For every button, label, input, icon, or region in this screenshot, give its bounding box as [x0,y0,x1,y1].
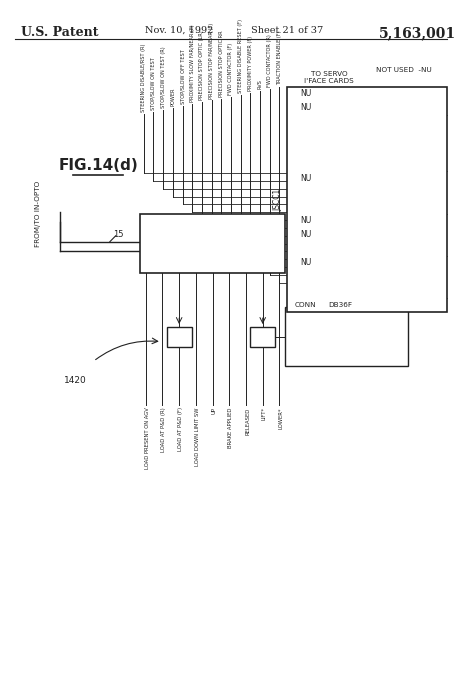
Text: PROXIMITY SLOW FAR/NEAR (F): PROXIMITY SLOW FAR/NEAR (F) [190,25,195,102]
Text: RELEASED: RELEASED [245,407,250,434]
Text: NU: NU [300,174,311,183]
Text: JSCC1: JSCC1 [273,189,283,211]
Text: CONN: CONN [198,233,228,242]
Bar [287,87,447,313]
Text: TO SERVO
I'FACE CARDS: TO SERVO I'FACE CARDS [304,71,354,84]
Text: 1420: 1420 [64,376,87,385]
Text: FROM/TO IN-OPTO: FROM/TO IN-OPTO [35,181,41,247]
Text: RVS: RVS [257,79,263,88]
Text: STEERING DISABLE RESET (F): STEERING DISABLE RESET (F) [238,19,243,93]
Text: NU: NU [300,104,311,112]
Bar [166,327,192,347]
Text: LIFT*: LIFT* [262,407,267,420]
Text: TRACTION ENABLE (F): TRACTION ENABLE (F) [277,31,282,85]
Text: Nov. 10, 1992: Nov. 10, 1992 [145,26,213,35]
Text: NU: NU [300,230,311,239]
Text: NU: NU [300,216,311,225]
Text: U28: U28 [256,339,269,344]
Bar [285,308,408,366]
Text: LOAD AT P&D (R): LOAD AT P&D (R) [162,407,166,452]
Text: PRECISION STOP OPTIC RR: PRECISION STOP OPTIC RR [219,30,224,97]
Text: FWD CONTACTOR (R): FWD CONTACTOR (R) [267,34,272,87]
Text: U28: U28 [173,339,185,344]
Text: LOAD DOWN LIMIT SW: LOAD DOWN LIMIT SW [195,407,200,466]
Text: DB25F: DB25F [196,247,229,256]
Text: NOT USED  -NU: NOT USED -NU [375,67,431,73]
Text: PRECISION STOP OPTIC (LR): PRECISION STOP OPTIC (LR) [200,31,204,100]
Text: STOP/SLOW ON TEST: STOP/SLOW ON TEST [151,58,156,110]
Text: NU: NU [300,89,311,98]
Text: STOP/SLOW OFF TEST: STOP/SLOW OFF TEST [180,49,185,104]
Text: CONN: CONN [295,302,317,308]
Text: FIG.14(d): FIG.14(d) [58,158,138,173]
Text: PROXIMITY POWER (F): PROXIMITY POWER (F) [248,35,253,90]
Text: U.S. Patent: U.S. Patent [21,26,98,39]
Text: STEERING DISABLE/RST (R): STEERING DISABLE/RST (R) [141,44,146,112]
Bar [140,214,285,273]
Text: LOAD PRESENT ON AGV: LOAD PRESENT ON AGV [145,407,150,469]
Text: FWD CONTACTOR (F): FWD CONTACTOR (F) [228,42,234,95]
Text: PRECISION STOP FAR/NEAR (F): PRECISION STOP FAR/NEAR (F) [209,22,214,99]
Text: 15: 15 [113,230,123,239]
Text: DB36F: DB36F [328,302,353,308]
Bar [250,327,275,347]
Text: BRAKE APPLIED: BRAKE APPLIED [228,407,233,448]
Text: Sheet 21 of 37: Sheet 21 of 37 [251,26,324,35]
Text: POWER: POWER [170,88,175,106]
Text: LOWER*: LOWER* [278,407,283,429]
Text: NU: NU [300,258,311,267]
Text: UP: UP [211,407,217,414]
Text: LOAD AT P&D (F): LOAD AT P&D (F) [178,407,183,452]
Text: BUF: BUF [173,331,185,336]
Text: STOP/SLOW ON TEST (R): STOP/SLOW ON TEST (R) [161,47,166,109]
Text: BUF: BUF [256,331,269,336]
Text: 5,163,001: 5,163,001 [379,26,456,40]
